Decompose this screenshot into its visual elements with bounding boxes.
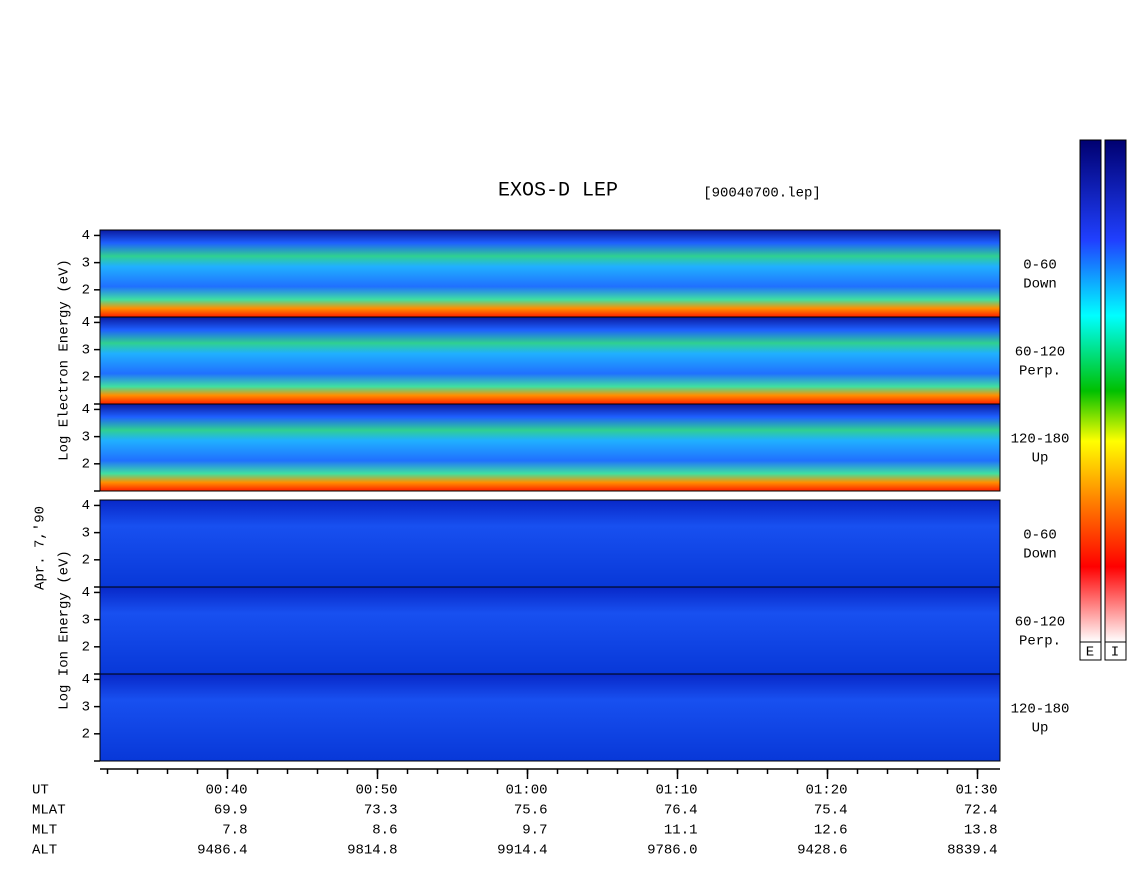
row-value: 9.7 bbox=[522, 823, 547, 839]
y-tick-label: 3 bbox=[82, 342, 90, 358]
row-value: 13.8 bbox=[964, 823, 998, 839]
colorbar-box bbox=[1104, 641, 1127, 661]
row-value: 75.6 bbox=[514, 803, 548, 819]
row-value: 9814.8 bbox=[347, 843, 397, 859]
chart-title: EXOS-D LEP bbox=[498, 179, 618, 202]
row-value: 9914.4 bbox=[497, 843, 547, 859]
spectrogram-panel bbox=[99, 586, 1001, 675]
row-value: 8839.4 bbox=[947, 843, 997, 859]
y-tick-label: 2 bbox=[82, 370, 90, 386]
spectrogram-panel bbox=[99, 229, 1001, 318]
x-tick-label: 01:00 bbox=[505, 783, 547, 799]
y-tick-label: 4 bbox=[82, 672, 90, 688]
row-label: MLAT bbox=[32, 803, 66, 819]
panel-label: 60-120 bbox=[1015, 615, 1065, 631]
y-tick-label: 2 bbox=[82, 553, 90, 569]
date-label: Apr. 7,'90 bbox=[33, 506, 49, 590]
row-label: ALT bbox=[32, 843, 57, 859]
panel-label: Perp. bbox=[1019, 364, 1061, 380]
panel-label: Down bbox=[1023, 547, 1057, 563]
panel-label: Perp. bbox=[1019, 634, 1061, 650]
file-name: [90040700.lep] bbox=[703, 186, 821, 202]
y-tick-label: 3 bbox=[82, 429, 90, 445]
panel-label: 120-180 bbox=[1011, 702, 1070, 718]
x-tick-label: 01:30 bbox=[955, 783, 997, 799]
row-value: 9428.6 bbox=[797, 843, 847, 859]
colorbar-label: E bbox=[1086, 645, 1094, 661]
row-value: 72.4 bbox=[964, 803, 998, 819]
row-label: UT bbox=[32, 783, 49, 799]
y-tick-label: 4 bbox=[82, 585, 90, 601]
colorbar-label: I bbox=[1111, 645, 1119, 661]
spectrogram-panel bbox=[99, 673, 1001, 762]
y-tick-label: 2 bbox=[82, 727, 90, 743]
y-tick-label: 3 bbox=[82, 699, 90, 715]
x-tick-label: 01:20 bbox=[805, 783, 847, 799]
y-tick-label: 3 bbox=[82, 255, 90, 271]
y-tick-label: 4 bbox=[82, 402, 90, 418]
y-tick-label: 3 bbox=[82, 525, 90, 541]
row-value: 12.6 bbox=[814, 823, 848, 839]
row-label: MLT bbox=[32, 823, 57, 839]
spectrogram-panel bbox=[99, 316, 1001, 405]
y-axis-label: Log Ion Energy (eV) bbox=[57, 550, 73, 710]
y-tick-label: 2 bbox=[82, 457, 90, 473]
panel-label: Up bbox=[1032, 451, 1049, 467]
panel-label: Up bbox=[1032, 721, 1049, 737]
panel-label: 0-60 bbox=[1023, 258, 1057, 274]
x-tick-label: 00:50 bbox=[355, 783, 397, 799]
row-value: 9786.0 bbox=[647, 843, 697, 859]
spectrogram-panel bbox=[99, 499, 1001, 588]
panel-label: 120-180 bbox=[1011, 432, 1070, 448]
colorbar bbox=[1079, 139, 1102, 643]
row-value: 11.1 bbox=[664, 823, 698, 839]
colorbar bbox=[1104, 139, 1127, 643]
row-value: 73.3 bbox=[364, 803, 398, 819]
row-value: 9486.4 bbox=[197, 843, 247, 859]
colorbar-box bbox=[1079, 641, 1102, 661]
y-tick-label: 4 bbox=[82, 498, 90, 514]
row-value: 75.4 bbox=[814, 803, 848, 819]
y-tick-label: 3 bbox=[82, 612, 90, 628]
y-tick-label: 2 bbox=[82, 640, 90, 656]
spectrogram-panel bbox=[99, 403, 1001, 492]
panel-label: Down bbox=[1023, 277, 1057, 293]
row-value: 76.4 bbox=[664, 803, 698, 819]
x-tick-label: 01:10 bbox=[655, 783, 697, 799]
y-tick-label: 2 bbox=[82, 283, 90, 299]
panel-label: 60-120 bbox=[1015, 345, 1065, 361]
y-tick-label: 4 bbox=[82, 315, 90, 331]
row-value: 69.9 bbox=[214, 803, 248, 819]
y-tick-label: 4 bbox=[82, 228, 90, 244]
y-axis-label: Log Electron Energy (eV) bbox=[57, 259, 73, 461]
x-tick-label: 00:40 bbox=[205, 783, 247, 799]
row-value: 7.8 bbox=[222, 823, 247, 839]
panel-label: 0-60 bbox=[1023, 528, 1057, 544]
row-value: 8.6 bbox=[372, 823, 397, 839]
